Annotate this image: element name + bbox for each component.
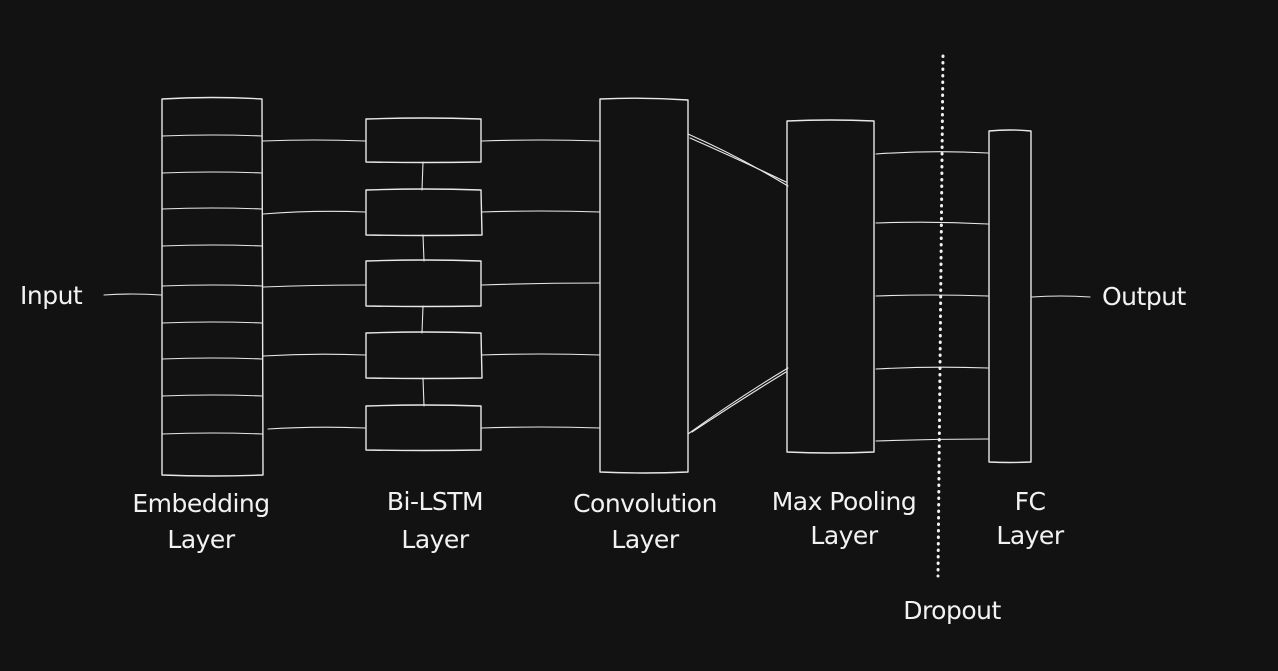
dropout-label: Dropout (903, 596, 1001, 625)
output-arrow-line (1031, 295, 1091, 298)
embedding-block (161, 96, 264, 477)
embedding-label-line2: Layer (167, 525, 235, 554)
fc-layer (988, 129, 1032, 464)
convolution-label-line2: Layer (611, 525, 679, 554)
output-label: Output (1102, 282, 1187, 311)
fc-label-line1: FC (1015, 487, 1046, 516)
input-label: Input (20, 281, 83, 310)
input-arrow-line (103, 293, 162, 296)
embedding-layer (161, 96, 264, 477)
maxpool-label-line1: Max Pooling (772, 487, 917, 516)
bilstm-cell (365, 259, 482, 308)
dropout-line (936, 54, 945, 578)
maxpool-layer (786, 119, 875, 454)
embedding-label-line1: Embedding (132, 489, 269, 518)
bilstm-cell (365, 331, 483, 380)
convolution-label-line1: Convolution (573, 489, 717, 518)
maxpool-block (786, 119, 875, 454)
convolution-layer (599, 97, 689, 474)
bilstm-cell (365, 188, 483, 237)
bilstm-label-line2: Layer (401, 525, 469, 554)
bilstm-layer (365, 117, 483, 452)
fc-block (988, 129, 1032, 464)
maxpool-label-line2: Layer (810, 521, 878, 550)
bilstm-cell (365, 404, 482, 452)
convolution-block (599, 97, 689, 474)
bilstm-cell (365, 117, 482, 164)
fc-label-line2: Layer (996, 521, 1064, 550)
bilstm-label-line1: Bi-LSTM (387, 487, 483, 516)
